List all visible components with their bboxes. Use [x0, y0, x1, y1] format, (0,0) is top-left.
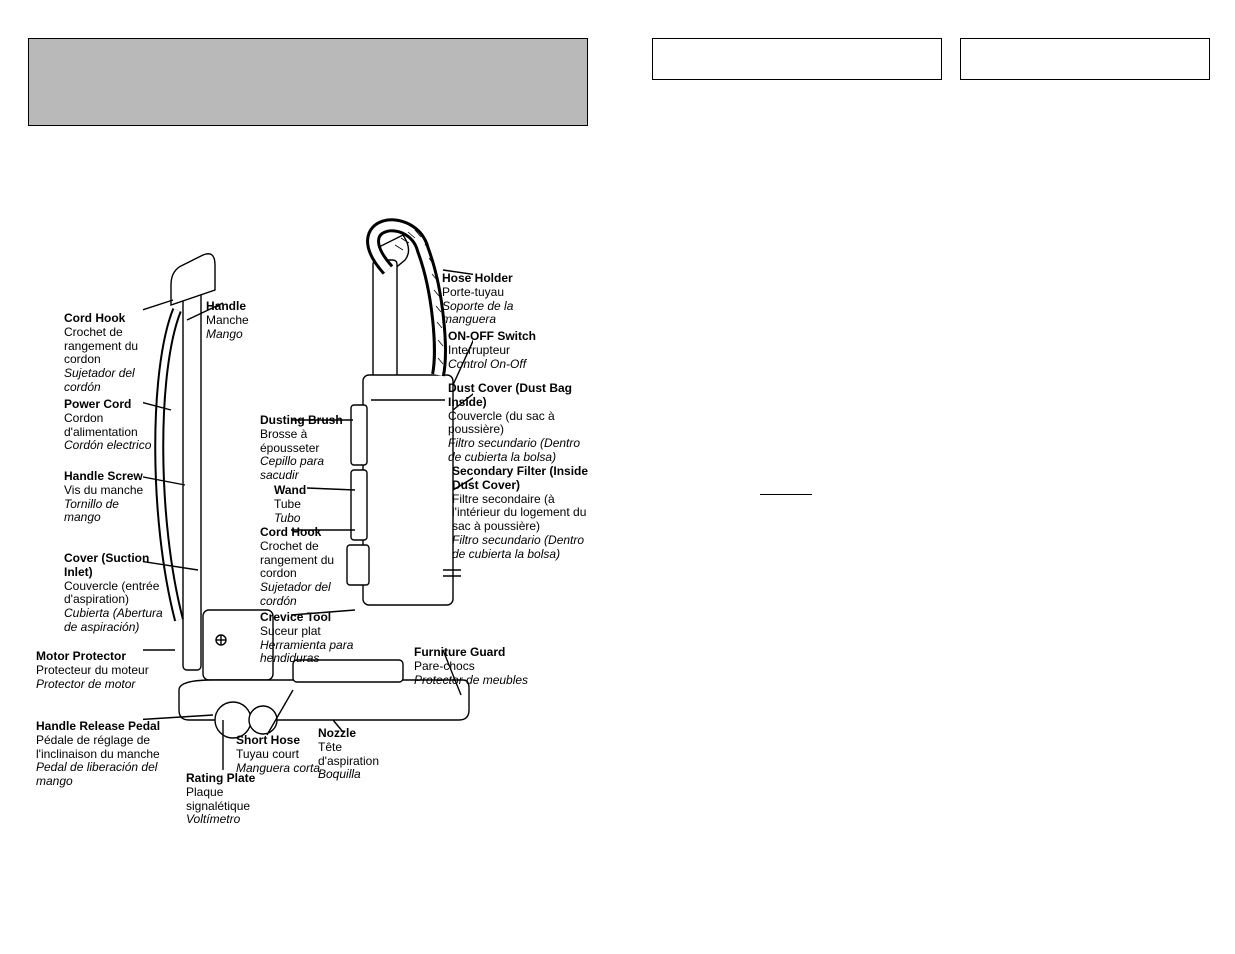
label-fr: Crochet de rangement du cordon: [64, 326, 162, 367]
label-en: Nozzle: [318, 727, 398, 741]
label-fr: Couvercle (entrée d'aspiration): [64, 580, 166, 608]
box-2: [960, 38, 1210, 80]
label-es: Filtro secundario (Dentro de cubierta la…: [452, 534, 592, 562]
callout-short-hose: Short Hose Tuyau court Manguera corta: [236, 734, 326, 775]
label-es: Tubo: [274, 512, 354, 526]
label-es: Pedal de liberación del mango: [36, 761, 196, 789]
label-en: Rating Plate: [186, 772, 286, 786]
underline: [760, 494, 812, 495]
callout-cover: Cover (Suction Inlet) Couvercle (entrée …: [64, 552, 166, 635]
callout-crevice: Crevice Tool Suceur plat Herramienta par…: [260, 611, 370, 666]
page: Cord Hook Crochet de rangement du cordon…: [0, 0, 1235, 954]
callout-wand: Wand Tube Tubo: [274, 484, 354, 525]
label-en: Handle Release Pedal: [36, 720, 196, 734]
label-fr: Filtre secondaire (à l'intérieur du loge…: [452, 493, 592, 534]
label-fr: Tête d'aspiration: [318, 741, 398, 769]
label-es: Sujetador del cordón: [260, 581, 356, 609]
label-en: Dusting Brush: [260, 414, 360, 428]
label-en: Handle Screw: [64, 470, 156, 484]
label-fr: Tube: [274, 498, 354, 512]
callout-hose-holder: Hose Holder Porte-tuyau Soporte de la ma…: [442, 272, 562, 327]
label-fr: Cordon d'alimentation: [64, 412, 172, 440]
label-fr: Manche: [206, 314, 286, 328]
callout-rating-plate: Rating Plate Plaque signalétique Voltíme…: [186, 772, 286, 827]
label-es: Filtro secundario (Dentro de cubierta la…: [448, 437, 588, 465]
callout-furniture-guard: Furniture Guard Pare-chocs Protector de …: [414, 646, 564, 687]
label-en: ON-OFF Switch: [448, 330, 578, 344]
callout-on-off: ON-OFF Switch Interrupteur Control On-Of…: [448, 330, 578, 371]
label-es: Control On-Off: [448, 358, 578, 372]
label-es: Cepillo para sacudir: [260, 455, 360, 483]
label-en: Wand: [274, 484, 354, 498]
callout-cord-hook-top: Cord Hook Crochet de rangement du cordon…: [64, 312, 162, 395]
label-es: Soporte de la manguera: [442, 300, 562, 328]
callout-handle: Handle Manche Mango: [206, 300, 286, 341]
callout-cord-hook-mid: Cord Hook Crochet de rangement du cordon…: [260, 526, 356, 609]
label-fr: Interrupteur: [448, 344, 578, 358]
box-1: [652, 38, 942, 80]
callout-dust-cover: Dust Cover (Dust Bag Inside) Couvercle (…: [448, 382, 588, 465]
label-fr: Vis du manche: [64, 484, 156, 498]
callout-handle-screw: Handle Screw Vis du manche Tornillo de m…: [64, 470, 156, 525]
label-en: Cord Hook: [64, 312, 162, 326]
label-es: Voltímetro: [186, 813, 286, 827]
label-en: Cover (Suction Inlet): [64, 552, 166, 580]
label-en: Dust Cover (Dust Bag Inside): [448, 382, 588, 410]
callout-secondary-filter: Secondary Filter (Inside Dust Cover) Fil…: [452, 465, 592, 562]
label-en: Crevice Tool: [260, 611, 370, 625]
label-en: Handle: [206, 300, 286, 314]
label-fr: Suceur plat: [260, 625, 370, 639]
label-es: Sujetador del cordón: [64, 367, 162, 395]
label-en: Cord Hook: [260, 526, 356, 540]
label-fr: Pare-chocs: [414, 660, 564, 674]
label-fr: Tuyau court: [236, 748, 326, 762]
label-fr: Plaque signalétique: [186, 786, 286, 814]
label-fr: Crochet de rangement du cordon: [260, 540, 356, 581]
label-en: Furniture Guard: [414, 646, 564, 660]
label-en: Short Hose: [236, 734, 326, 748]
label-en: Power Cord: [64, 398, 172, 412]
callout-nozzle: Nozzle Tête d'aspiration Boquilla: [318, 727, 398, 782]
parts-diagram: Cord Hook Crochet de rangement du cordon…: [28, 190, 588, 870]
label-en: Secondary Filter (Inside Dust Cover): [452, 465, 592, 493]
callout-power-cord: Power Cord Cordon d'alimentation Cordón …: [64, 398, 172, 453]
label-fr: Protecteur du moteur: [36, 664, 156, 678]
label-fr: Pédale de réglage de l'inclinaison du ma…: [36, 734, 196, 762]
callout-dusting-brush: Dusting Brush Brosse à épousseter Cepill…: [260, 414, 360, 483]
label-en: Motor Protector: [36, 650, 156, 664]
label-es: Boquilla: [318, 768, 398, 782]
label-es: Mango: [206, 328, 286, 342]
label-es: Protector de motor: [36, 678, 156, 692]
label-fr: Couvercle (du sac à poussière): [448, 410, 588, 438]
label-es: Tornillo de mango: [64, 498, 156, 526]
label-fr: Brosse à épousseter: [260, 428, 360, 456]
heading-box: [28, 38, 588, 126]
callout-motor-protector: Motor Protector Protecteur du moteur Pro…: [36, 650, 156, 691]
callout-release-pedal: Handle Release Pedal Pédale de réglage d…: [36, 720, 196, 789]
label-en: Hose Holder: [442, 272, 562, 286]
label-es: Cordón electrico: [64, 439, 172, 453]
label-es: Herramienta para hendiduras: [260, 639, 370, 667]
label-es: Cubierta (Abertura de aspiración): [64, 607, 166, 635]
label-es: Protector de meubles: [414, 674, 564, 688]
label-fr: Porte-tuyau: [442, 286, 562, 300]
